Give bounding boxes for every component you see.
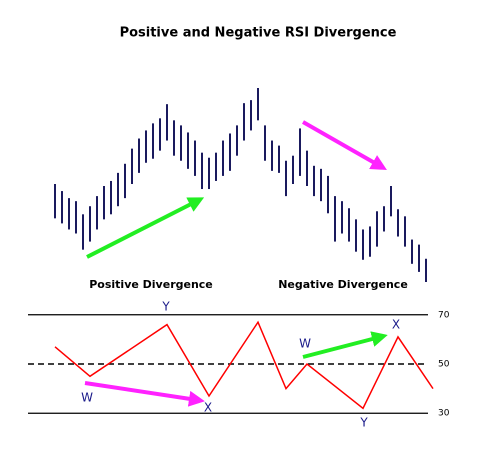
y-tick-label: 50: [438, 360, 450, 370]
annotation: Y: [359, 416, 368, 430]
arrows: [84, 120, 388, 407]
rsi-line: [54, 320, 434, 410]
arrow: [86, 197, 205, 259]
annotation: X: [392, 318, 400, 332]
annotation: Y: [161, 300, 170, 314]
annotation: W: [81, 391, 93, 405]
chart-title: Positive and Negative RSI Divergence: [120, 26, 397, 41]
arrow: [84, 381, 205, 407]
arrow: [302, 120, 387, 170]
y-tick-label: 70: [438, 310, 450, 320]
y-tick-label: 30: [438, 409, 450, 419]
annotation: Positive Divergence: [89, 278, 213, 291]
annotation: X: [204, 401, 212, 415]
annotation: W: [299, 337, 311, 351]
annotation: Negative Divergence: [278, 278, 408, 291]
arrow: [302, 331, 388, 359]
